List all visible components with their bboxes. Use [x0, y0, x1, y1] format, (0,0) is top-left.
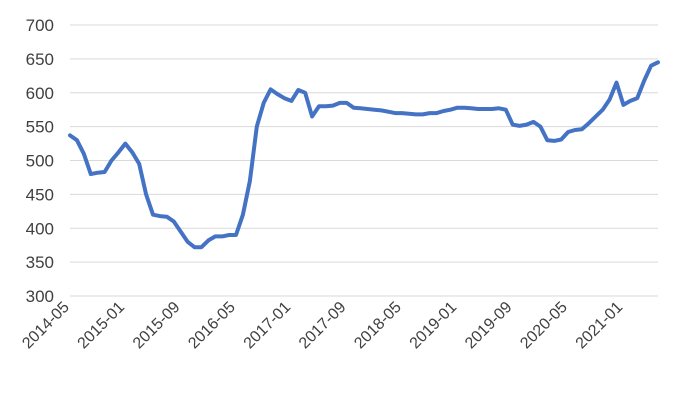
- y-tick-label: 600: [26, 84, 54, 103]
- x-tick-label: 2015-01: [75, 299, 129, 353]
- x-tick-label: 2017-01: [241, 299, 295, 353]
- series-line-1: [68, 60, 660, 250]
- y-tick-label: 500: [26, 152, 54, 171]
- x-tick-label: 2014-05: [19, 299, 73, 353]
- x-tick-label: 2019-01: [407, 299, 461, 353]
- y-tick-label: 650: [26, 50, 54, 69]
- x-axis-tick-labels: 2014-05 2015-01 2015-09 2016-05 2017-01 2017-…: [19, 299, 626, 353]
- y-tick-label: 450: [26, 185, 54, 204]
- x-tick-label: 2017-09: [296, 299, 350, 353]
- x-tick-label: 2020-05: [517, 299, 571, 353]
- x-tick-label: 2018-05: [351, 299, 405, 353]
- x-tick-label: 2016-05: [185, 299, 239, 353]
- x-tick-label: 2019-09: [462, 299, 516, 353]
- series-layer: [68, 60, 660, 250]
- y-axis-tick-labels: 300 350 400 450 500 550 600 650 700: [26, 16, 54, 306]
- x-tick-label: 2015-09: [130, 299, 184, 353]
- y-tick-label: 300: [26, 287, 54, 306]
- y-tick-label: 350: [26, 253, 54, 272]
- y-tick-label: 700: [26, 16, 54, 35]
- gridlines: [70, 24, 658, 297]
- y-tick-label: 400: [26, 219, 54, 238]
- y-tick-label: 550: [26, 118, 54, 137]
- x-tick-label: 2021-01: [573, 299, 627, 353]
